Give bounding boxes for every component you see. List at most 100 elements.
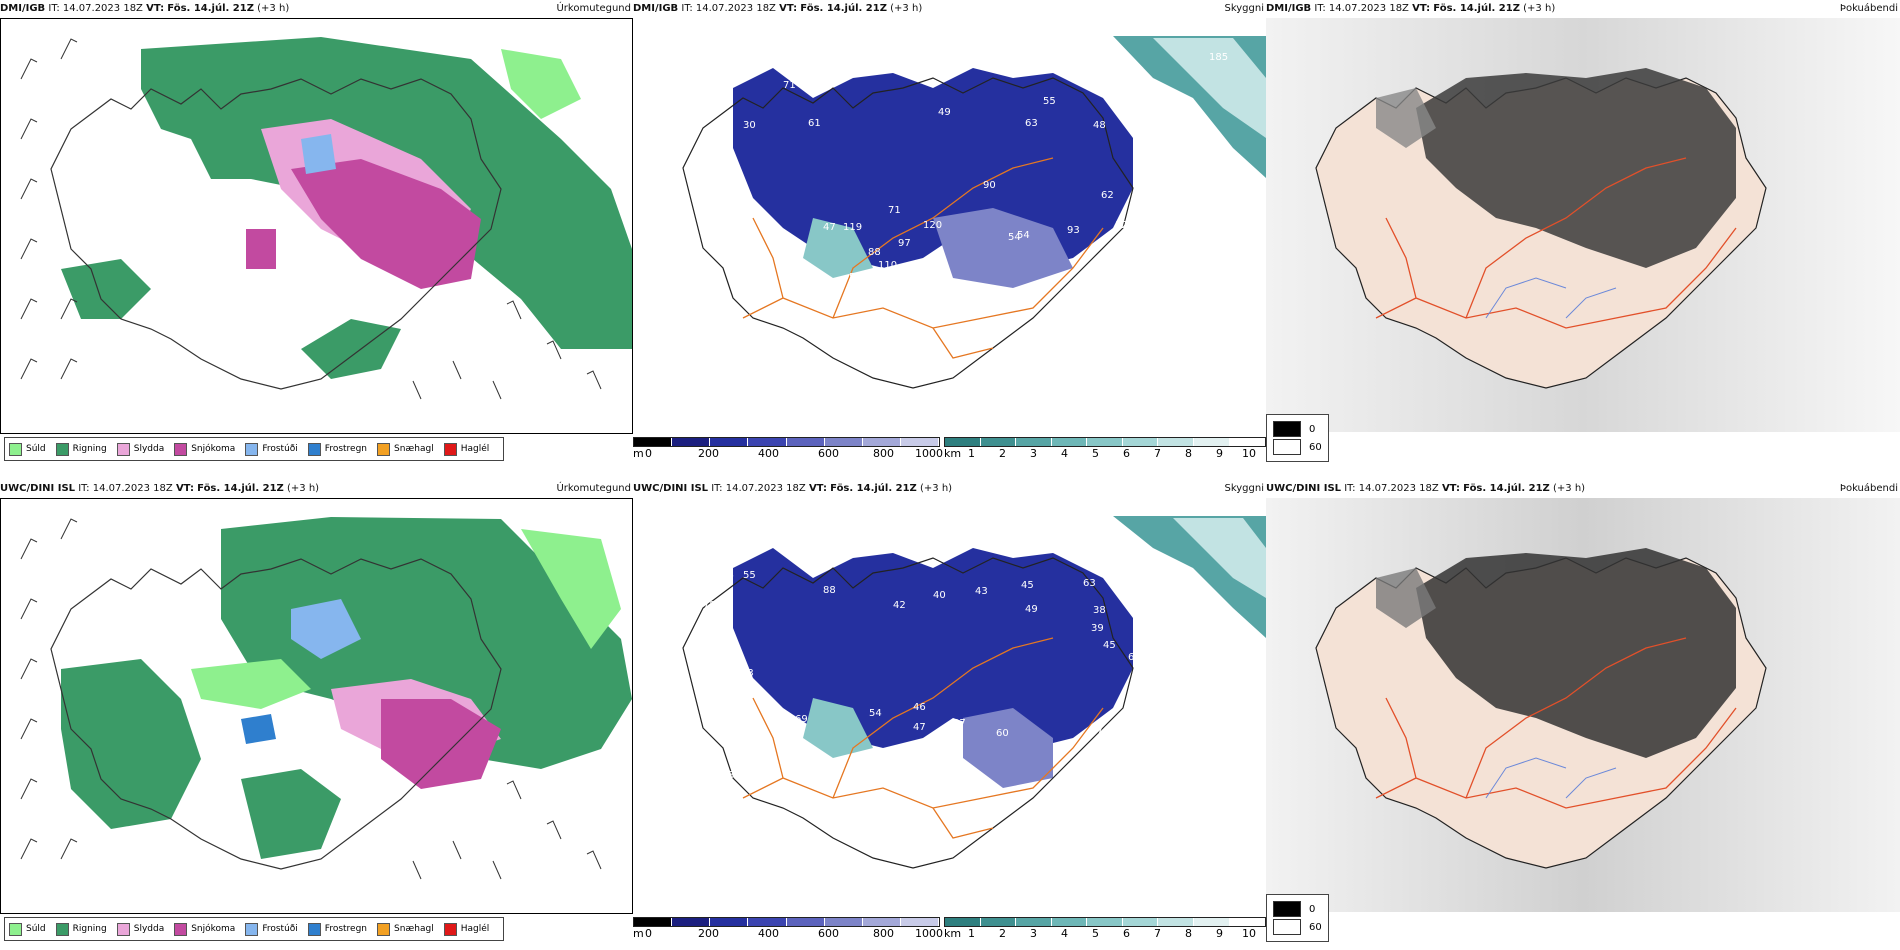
tick-label: 5	[1092, 927, 1099, 940]
cloud-label: 49	[938, 107, 951, 118]
legend-item-frostudi: Frostúði	[245, 922, 298, 936]
panel-header: DMI/IGB IT: 14.07.2023 18Z VT: Fös. 14.j…	[0, 0, 633, 18]
legend-label: Snæhagl	[394, 924, 434, 934]
drizzle-field-ne	[521, 529, 621, 649]
drizzle-field	[191, 659, 311, 709]
panel-row1-visibility: DMI/IGB IT: 14.07.2023 18Z VT: Fös. 14.j…	[633, 0, 1266, 470]
visibility-field-ne-light	[1153, 38, 1266, 138]
legend-item-snaehagl: Snæhagl	[377, 922, 434, 936]
road-network	[1375, 157, 1737, 329]
panel-row2-visibility: UWC/DINI ISL IT: 14.07.2023 18Z VT: Fös.…	[633, 480, 1266, 950]
cloud-label: 63	[1083, 578, 1096, 589]
cloud-field	[733, 548, 1133, 748]
legend-item-haglel: Haglél	[443, 442, 490, 456]
vt-value: Fös. 14.júl. 21Z	[800, 3, 887, 14]
fog-legend-label: 60	[1309, 921, 1322, 933]
legend-label: Rigning	[72, 924, 107, 934]
tick-label: 6	[1123, 927, 1130, 940]
lead-time: (+3 h)	[287, 483, 320, 494]
tick-label: 4	[1061, 447, 1068, 460]
cloud-label: 40	[933, 590, 946, 601]
cloud-label: 54	[1008, 232, 1021, 243]
legend-label: Haglél	[460, 444, 490, 454]
panel-header: UWC/DINI ISL IT: 14.07.2023 18Z VT: Fös.…	[0, 480, 633, 498]
unit-label: m	[633, 447, 644, 460]
it-label: IT:	[48, 3, 60, 14]
cloud-label: 48	[1093, 120, 1106, 131]
fog-field-mid	[1376, 568, 1436, 628]
tick-label: 2	[999, 927, 1006, 940]
cloud-visibility-map: 71 61 30 49 55 63 48 82 57 52 120 71 47 …	[633, 18, 1266, 432]
cloud-label: 105	[1135, 697, 1154, 708]
parameter-name: Þokuábendi	[1839, 3, 1898, 14]
swatch	[1273, 439, 1301, 455]
road-network	[742, 157, 1104, 359]
rivers	[1485, 277, 1617, 319]
legend-label: Súld	[26, 924, 46, 934]
cloud-label: 108	[933, 840, 952, 851]
fog-field-dark	[1416, 548, 1736, 758]
fog-legend: 0 60	[1266, 894, 1329, 942]
legend-label: Snæhagl	[394, 444, 434, 454]
lead-time: (+3 h)	[257, 3, 290, 14]
lead-time: (+3 h)	[1523, 3, 1556, 14]
swatch	[245, 442, 259, 456]
legend-label: Slydda	[133, 444, 165, 454]
tick-label: 7	[1154, 447, 1161, 460]
cloud-label: 119	[843, 222, 862, 233]
tick-label: 600	[818, 447, 839, 460]
rivers	[1485, 757, 1617, 799]
legend-label: Súld	[26, 444, 46, 454]
model-source: DMI/IGB	[633, 3, 679, 14]
cloud-field	[733, 68, 1133, 268]
swatch	[443, 442, 457, 456]
cloud-label: 82	[1128, 118, 1141, 129]
tick-label: 8	[1185, 927, 1192, 940]
legend-item-slydda: Slydda	[116, 442, 165, 456]
visibility-colorbar	[944, 437, 1266, 447]
cloud-label: 129	[1115, 220, 1134, 231]
swatch	[1273, 901, 1301, 917]
panel-header: DMI/IGB IT: 14.07.2023 18Z VT: Fös. 14.j…	[1266, 0, 1900, 18]
parameter-name: Úrkomutegund	[556, 483, 631, 494]
vt-label: VT:	[146, 3, 165, 14]
snow-field	[381, 699, 501, 789]
rain-field-west	[61, 259, 151, 319]
swatch	[307, 442, 321, 456]
coastline	[50, 78, 502, 390]
snow-field-west	[246, 229, 276, 269]
cloud-label: 93	[1067, 225, 1080, 236]
swatch	[307, 922, 321, 936]
tick-label: 10	[1242, 447, 1256, 460]
cloud-label: 45	[1103, 640, 1116, 651]
legend-item-slydda: Slydda	[116, 922, 164, 936]
tick-label: 5	[1092, 447, 1099, 460]
visibility-colorbar	[944, 917, 1266, 927]
parameter-name: Úrkomutegund	[556, 3, 631, 14]
vt-label: VT:	[175, 483, 194, 494]
vt-label: VT:	[808, 483, 827, 494]
panel-row2-fog: UWC/DINI ISL IT: 14.07.2023 18Z VT: Fös.…	[1266, 480, 1900, 950]
visibility-legend: km 1 2 3 4 5 6 7 8 9 10	[944, 917, 1266, 941]
cloud-label: 53	[849, 272, 862, 283]
swatch	[377, 442, 391, 456]
model-source: UWC/DINI ISL	[1266, 483, 1342, 494]
unit-label: m	[633, 927, 644, 940]
fog-legend-zero: 0	[1273, 421, 1322, 437]
swatch	[116, 442, 130, 456]
swatch	[377, 922, 391, 936]
precip-legend: Súld Rigning Slydda Snjókoma Frostúði Fr…	[4, 437, 505, 461]
cloud-label: 90	[983, 180, 996, 191]
cloud-label: 61	[808, 118, 821, 129]
fog-legend-label: 0	[1309, 903, 1316, 915]
it-label: IT:	[681, 3, 693, 14]
cloud-label: 55	[1043, 96, 1056, 107]
unit-label: km	[944, 447, 962, 460]
cloud-base-ticks: m 0 200 400 600 800 1000	[633, 447, 943, 461]
visibility-legend: km 1 2 3 4 5 6 7 8 9 10	[944, 437, 1266, 461]
cloud-base-ticks: m 0 200 400 600 800 1000	[633, 927, 943, 941]
cloud-label: 39	[1091, 623, 1104, 634]
legend-label: Frostúði	[262, 924, 298, 934]
cloud-label: 60	[996, 728, 1009, 739]
tick-label: 3	[1030, 447, 1037, 460]
